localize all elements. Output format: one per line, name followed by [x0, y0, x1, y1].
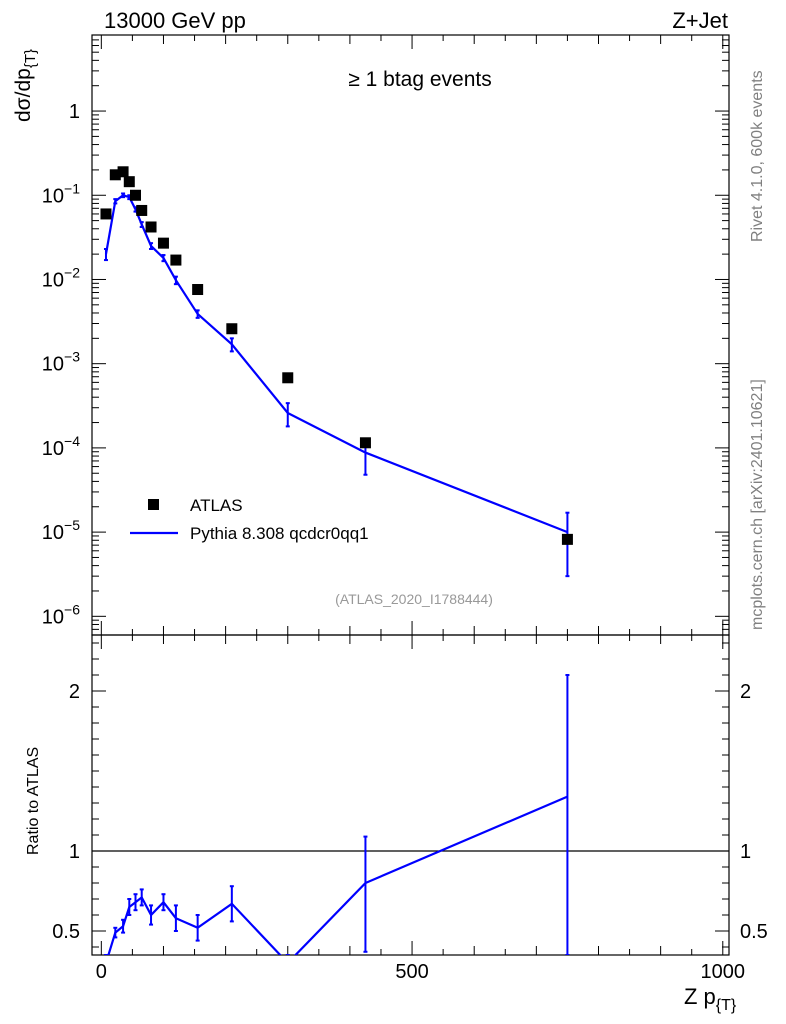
mcplots-label: mcplots.cern.ch [arXiv:2401.10621] [749, 379, 766, 630]
mc-error-bars [103, 192, 570, 578]
atlas-marker [117, 166, 129, 178]
main-y-tick-label: 10−3 [42, 349, 80, 376]
main-y-tick-label: 10−4 [42, 433, 80, 460]
x-tick-labels: 0 500 1000 [96, 961, 745, 983]
svg-text:Z p{T}: Z p{T} [684, 984, 737, 1014]
main-y-tick-label: 10−1 [42, 180, 80, 207]
ratio-y-axis-label: Ratio to ATLAS [25, 747, 42, 855]
y-tick-base: 10 [42, 522, 64, 544]
atlas-marker [157, 237, 169, 249]
y-tick-base: 10 [42, 269, 64, 291]
y-tick-exp: −2 [64, 264, 80, 280]
ratio-y-tick-label-left: 1 [69, 841, 80, 863]
energy-label: 13000 GeV pp [104, 8, 246, 33]
y-tick-exp: −3 [64, 349, 80, 365]
atlas-marker [109, 169, 121, 181]
atlas-marker [226, 323, 238, 335]
main-y-tick-label: 1 [69, 101, 80, 123]
atlas-marker [192, 284, 204, 296]
svg-text:dσ/dp{T}: dσ/dp{T} [12, 49, 39, 122]
main-y-tick-label: 10−5 [42, 517, 80, 544]
plot-title: ≥ 1 btag events [348, 68, 491, 91]
legend-atlas-marker [148, 499, 159, 510]
main-y-tick-label: 10−2 [42, 264, 80, 291]
x-tick-label: 1000 [701, 961, 746, 983]
rivet-label: Rivet 4.1.0, 600k events [749, 70, 766, 242]
legend-atlas-label: ATLAS [190, 496, 243, 515]
ratio-axis-ticks [92, 635, 729, 955]
atlas-marker [130, 189, 142, 201]
ratio-error-bars [103, 674, 570, 955]
atlas-marker [282, 372, 294, 384]
y-tick-exp: −4 [64, 433, 80, 449]
ratio-y-tick-label-right: 1 [740, 841, 751, 863]
x-label-text: Z p [684, 984, 716, 1009]
ratio-plot-frame [91, 634, 730, 956]
y-tick-base: 10 [42, 185, 64, 207]
main-axis-ticks [92, 34, 729, 636]
ratio-y-tick-label-right: 0.5 [740, 921, 768, 943]
y-tick-base: 10 [42, 354, 64, 376]
x-tick-label: 500 [395, 961, 428, 983]
analysis-watermark: (ATLAS_2020_I1788444) [335, 591, 493, 607]
atlas-marker [100, 208, 112, 220]
y-tick-base: 10 [42, 438, 64, 460]
legend-mc-label: Pythia 8.308 qcdcr0qq1 [190, 524, 369, 543]
atlas-marker [170, 254, 182, 266]
main-y-axis-label: dσ/dp{T} [12, 49, 39, 122]
ratio-y-tick-label-right: 2 [740, 681, 751, 703]
main-y-label-text: dσ/dp [12, 68, 35, 122]
ratio-y-tick-label-left: 2 [69, 681, 80, 703]
y-tick-base: 10 [42, 606, 64, 628]
atlas-marker [136, 204, 148, 216]
y-tick-exp: −1 [64, 180, 80, 196]
main-y-label-sub: {T} [22, 49, 39, 68]
x-axis-label: Z p{T} [684, 984, 737, 1014]
process-label: Z+Jet [672, 8, 728, 33]
atlas-marker [123, 176, 135, 188]
main-y-tick-label: 10−6 [42, 601, 80, 628]
ratio-y-tick-label-left: 0.5 [52, 921, 80, 943]
y-tick-exp: −5 [64, 517, 80, 533]
atlas-marker [145, 221, 157, 233]
y-tick-exp: −6 [64, 601, 80, 617]
x-tick-label: 0 [96, 961, 107, 983]
x-label-sub: {T} [716, 997, 737, 1014]
legend: ATLAS Pythia 8.308 qcdcr0qq1 [130, 496, 369, 543]
mc-line [104, 194, 568, 534]
main-plot-frame [91, 34, 730, 636]
main-y-tick-labels: 110−110−210−310−410−510−6 [42, 101, 80, 628]
atlas-marker [359, 437, 371, 449]
atlas-marker [561, 533, 573, 545]
atlas-markers [100, 166, 573, 545]
ratio-line [107, 795, 568, 955]
ratio-y-tick-labels: 0.5 0.5 1 1 2 2 [52, 681, 768, 943]
